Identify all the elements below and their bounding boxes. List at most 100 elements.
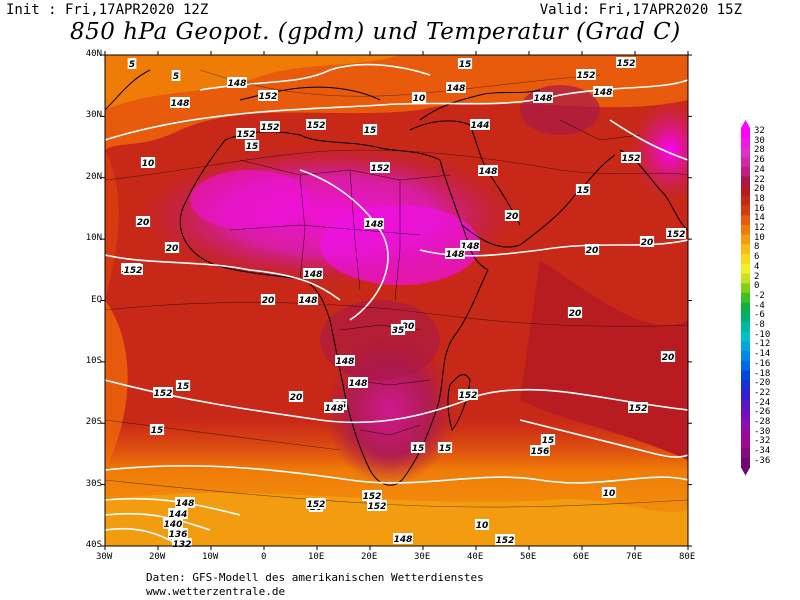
label-text: 10 xyxy=(476,521,489,531)
colorbar-label: -10 xyxy=(754,329,771,340)
label-box xyxy=(470,119,490,130)
temp-label: 20 xyxy=(639,236,655,248)
geopot-label: 152 xyxy=(666,228,686,240)
temp-label: 15 xyxy=(540,434,556,446)
label-box xyxy=(495,534,515,545)
label-box xyxy=(410,442,426,453)
label-box xyxy=(504,210,520,221)
lon-label: 40E xyxy=(467,552,484,562)
label-text: 148 xyxy=(228,79,247,89)
label-box xyxy=(362,124,378,135)
label-box xyxy=(593,86,613,97)
label-text: 148 xyxy=(446,250,465,260)
label-box xyxy=(576,69,596,80)
geopot-label: 152 xyxy=(576,69,596,81)
geopot-label: 152 xyxy=(628,402,648,414)
geopot-label: 148 xyxy=(303,268,323,280)
colorbar-swatch xyxy=(741,351,750,362)
label-text: 148 xyxy=(479,167,498,177)
label-box xyxy=(666,228,686,239)
colorbar-swatch xyxy=(741,380,750,391)
colorbar-swatch xyxy=(741,273,750,284)
lon-label: 10W xyxy=(202,552,219,562)
valid-time: Valid: Fri,17APR2020 15Z xyxy=(539,2,742,18)
colorbar-swatch xyxy=(741,457,750,468)
colorbar-swatch xyxy=(741,428,750,439)
colorbar-label: -32 xyxy=(754,436,771,447)
colorbar-label: 16 xyxy=(754,203,765,214)
label-text: 152 xyxy=(459,391,478,401)
label-box xyxy=(530,445,550,456)
temp-label: 15 xyxy=(244,140,260,152)
label-box xyxy=(140,157,156,168)
temp-label: 10 xyxy=(474,519,490,531)
temp-label: 20 xyxy=(660,351,676,363)
label-box xyxy=(348,377,368,388)
colorbar-label: 8 xyxy=(754,242,760,253)
geopot-label: 152 xyxy=(362,490,382,502)
colorbar-label: 28 xyxy=(754,145,765,156)
label-box xyxy=(123,264,143,275)
colorbar-swatch xyxy=(741,283,750,294)
label-text: 20 xyxy=(137,218,150,228)
init-time: Init : Fri,17APR2020 12Z xyxy=(6,2,209,18)
geopot-label: 152 xyxy=(458,389,478,401)
colorbar-label: 0 xyxy=(754,281,760,292)
colorbar-label: -16 xyxy=(754,358,771,369)
label-box xyxy=(171,70,181,81)
geopot-label: 148 xyxy=(298,294,318,306)
temp-label: 15 xyxy=(175,380,191,392)
label-box xyxy=(540,434,556,445)
lat-label: 30N xyxy=(85,110,102,121)
label-text: 152 xyxy=(368,502,387,512)
lat-label: 30S xyxy=(85,478,102,489)
colorbar-label: 18 xyxy=(754,193,765,204)
label-box xyxy=(628,402,648,413)
geopot-label: 148 xyxy=(175,497,195,509)
temp-label: 15 xyxy=(362,124,378,136)
colorbar-swatch xyxy=(741,360,750,371)
colorbar-label: 6 xyxy=(754,252,760,263)
geopot-label: 148 xyxy=(364,218,384,230)
lon-label: 0 xyxy=(261,552,267,562)
colorbar-label: -30 xyxy=(754,426,771,437)
label-text: 15 xyxy=(246,142,259,152)
colorbar-swatch xyxy=(741,128,750,138)
temp-label: 20 xyxy=(135,216,151,228)
colorbar-label: 30 xyxy=(754,135,765,146)
label-box xyxy=(457,58,473,69)
temp-label: 15 xyxy=(410,442,426,454)
label-text: 152 xyxy=(667,230,686,240)
colorbar-swatch xyxy=(741,322,750,332)
colorbar-swatch xyxy=(741,263,750,274)
geopot-label: 152 xyxy=(153,387,173,399)
lon-label: 10E xyxy=(308,552,325,562)
label-text: 15 xyxy=(364,126,377,136)
label-box xyxy=(393,533,413,544)
label-box xyxy=(533,92,553,103)
label-text: 15 xyxy=(439,444,452,454)
label-text: 136 xyxy=(169,530,188,540)
colorbar-label: -6 xyxy=(754,310,765,321)
colorbar-swatch xyxy=(741,137,750,148)
label-box xyxy=(370,162,390,173)
colorbar-label: 26 xyxy=(754,155,765,166)
temp-label: 15 xyxy=(149,424,165,436)
geopotential-contours xyxy=(105,63,688,546)
footer-source: Daten: GFS-Modell des amerikanischen Wet… xyxy=(146,571,484,584)
colorbar-swatch xyxy=(741,234,750,245)
colorbar-label: 2 xyxy=(754,271,760,282)
geopot-label: 152 xyxy=(495,534,515,546)
geopot-label: 152 xyxy=(258,90,278,102)
label-box xyxy=(288,391,304,402)
label-text: 152 xyxy=(577,71,596,81)
temp-label: 20 xyxy=(260,294,276,306)
lon-label: 30W xyxy=(96,552,113,562)
label-text: 148 xyxy=(171,99,190,109)
label-box xyxy=(364,218,384,229)
label-text: 20 xyxy=(166,244,179,254)
geopot-label: 148 xyxy=(445,248,465,260)
colorbar-label: 22 xyxy=(754,174,765,185)
label-text: 152 xyxy=(261,123,280,133)
label-box xyxy=(575,184,591,195)
